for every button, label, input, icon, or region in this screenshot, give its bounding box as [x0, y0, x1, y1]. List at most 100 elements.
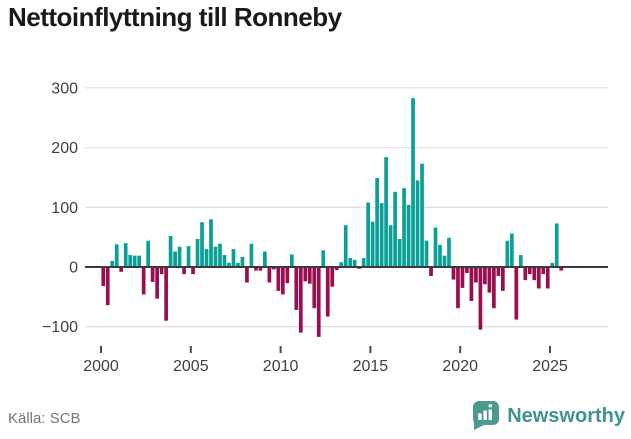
bar-2004Q4 [186, 246, 191, 267]
bar-2017Q1 [406, 204, 411, 267]
bar-2007Q1 [227, 262, 231, 267]
bar-2009Q4 [276, 267, 281, 291]
bar-2007Q3 [236, 262, 240, 267]
bar-2021Q2 [483, 267, 487, 285]
bar-2000Q3 [110, 261, 115, 267]
bar-2000Q2 [105, 267, 110, 306]
bar-2008Q1 [245, 267, 249, 283]
bar-2005Q2 [195, 238, 200, 267]
bar-2007Q2 [231, 249, 236, 267]
y-axis-label: −100 [42, 319, 78, 336]
bar-2014Q3 [361, 258, 366, 268]
bar-2012Q4 [330, 267, 335, 287]
bar-2001Q1 [119, 267, 124, 272]
y-axis-label: 300 [51, 80, 78, 97]
y-axis-label: 200 [51, 140, 78, 157]
bar-2009Q3 [272, 267, 276, 270]
bar-2015Q3 [379, 203, 384, 267]
bar-2015Q4 [384, 157, 388, 267]
bar-2010Q2 [285, 267, 290, 284]
bar-2010Q1 [281, 267, 285, 295]
bar-2003Q2 [159, 267, 164, 275]
bar-2025Q3 [559, 267, 564, 271]
x-axis-label: 2020 [442, 358, 478, 375]
bar-2009Q2 [267, 267, 272, 283]
bar-2005Q1 [191, 267, 195, 275]
bar-2000Q1 [101, 267, 106, 287]
bar-2005Q4 [204, 249, 209, 267]
bar-2006Q1 [209, 219, 213, 267]
bar-2023Q4 [527, 267, 532, 275]
bar-2011Q4 [312, 267, 317, 309]
bar-2021Q3 [487, 267, 492, 293]
bar-2015Q1 [370, 221, 375, 267]
bar-2001Q2 [123, 243, 128, 267]
bar-2001Q3 [128, 255, 133, 267]
bar-2016Q3 [397, 238, 402, 267]
bar-2023Q2 [518, 255, 523, 267]
bar-2013Q3 [343, 225, 348, 267]
bar-2009Q1 [263, 251, 267, 267]
bar-2012Q3 [325, 267, 330, 317]
bar-2005Q3 [200, 222, 204, 267]
bar-2017Q3 [415, 180, 420, 267]
x-axis-label: 2000 [83, 358, 119, 375]
bar-2024Q4 [545, 267, 550, 289]
bar-2003Q1 [155, 267, 159, 299]
bar-2006Q2 [213, 246, 218, 267]
bar-2000Q4 [114, 244, 119, 267]
bar-2016Q4 [402, 188, 406, 267]
bar-2022Q2 [501, 267, 505, 291]
x-axis-label: 2015 [353, 358, 389, 375]
bar-2021Q1 [478, 267, 483, 330]
bar-2008Q2 [249, 243, 254, 267]
bar-2004Q2 [177, 246, 182, 267]
bar-2007Q4 [240, 256, 245, 267]
bar-2018Q4 [438, 244, 442, 267]
brand-name: Newsworthy [507, 404, 625, 427]
bar-2011Q3 [307, 267, 312, 284]
bar-2008Q3 [254, 267, 258, 271]
bar-2022Q1 [496, 267, 501, 276]
bar-2016Q2 [393, 191, 397, 267]
bar-2006Q3 [218, 243, 222, 267]
bar-2018Q1 [424, 240, 429, 267]
bar-2010Q4 [294, 267, 299, 310]
y-axis-label: 100 [51, 200, 78, 217]
bar-2025Q1 [550, 262, 555, 267]
bar-2002Q4 [150, 267, 155, 282]
source-label: Källa: SCB [8, 410, 81, 427]
bar-2014Q1 [352, 259, 357, 267]
bar-2011Q1 [298, 267, 303, 333]
bar-2020Q1 [460, 267, 465, 288]
bar-2020Q3 [469, 267, 474, 302]
bar-2025Q2 [554, 223, 559, 267]
bar-2017Q4 [420, 163, 424, 267]
bar-2013Q1 [334, 267, 339, 270]
bar-2024Q1 [532, 267, 537, 281]
bar-2020Q4 [474, 267, 478, 283]
bar-2023Q3 [523, 267, 528, 281]
bar-2006Q4 [222, 255, 227, 267]
bar-2013Q4 [348, 258, 353, 268]
bar-2021Q4 [492, 267, 496, 309]
bar-2019Q3 [451, 267, 456, 280]
bar-2024Q3 [541, 267, 546, 275]
bar-2002Q2 [141, 267, 146, 295]
x-axis-label: 2005 [173, 358, 209, 375]
bar-2002Q3 [146, 240, 150, 267]
newsworthy-bubble-chart-icon [473, 401, 500, 430]
bar-2020Q2 [465, 267, 469, 273]
bar-2019Q2 [447, 237, 451, 267]
bar-2002Q1 [137, 255, 142, 267]
bar-2004Q3 [182, 267, 186, 275]
bar-2013Q2 [339, 262, 344, 267]
bar-2003Q4 [168, 235, 173, 267]
bar-2012Q1 [316, 267, 321, 337]
bar-2011Q2 [303, 267, 308, 282]
y-axis-label: 0 [69, 260, 78, 277]
bar-2008Q4 [258, 267, 263, 271]
bar-2003Q3 [164, 267, 168, 321]
bar-2010Q3 [289, 254, 294, 267]
